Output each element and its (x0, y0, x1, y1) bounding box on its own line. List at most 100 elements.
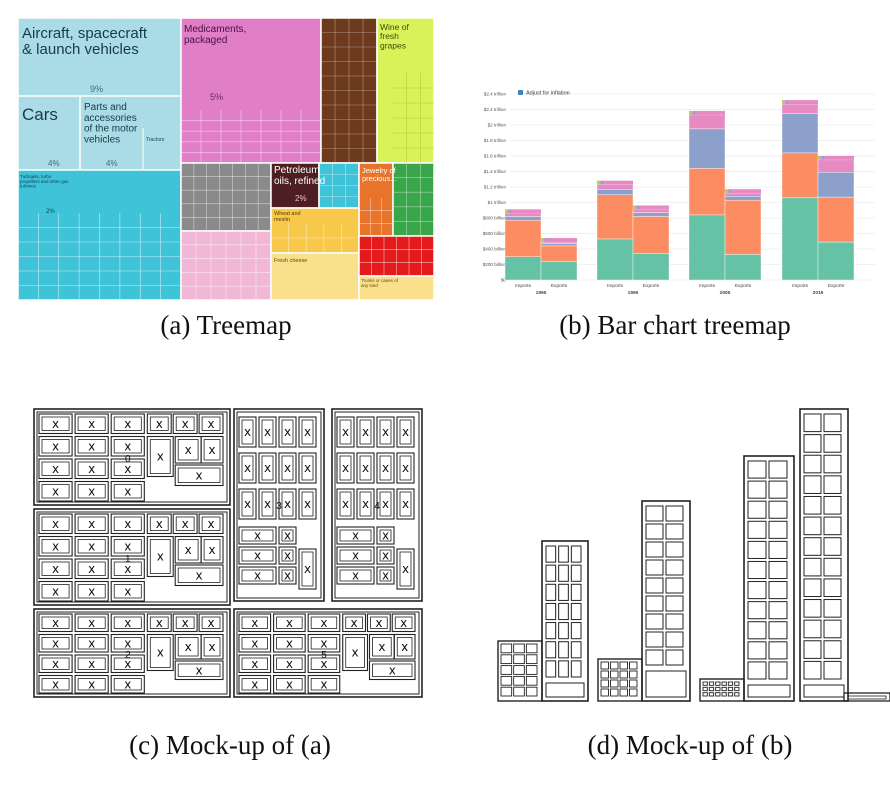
mockup-cell (74, 613, 109, 633)
bar-segment[interactable] (504, 216, 542, 221)
mockup-cell (110, 613, 145, 633)
mockup-cell-mark: x (254, 549, 261, 563)
bar-cap-segment (729, 189, 732, 194)
treemap-image: Aircraft, spacecraft & launch vehicles 9% C… (18, 18, 434, 300)
bar-segment[interactable] (540, 243, 578, 247)
bar-segment[interactable] (632, 209, 670, 213)
mockup-bar-cell (619, 679, 628, 688)
treemap-region-wheat (270, 207, 360, 254)
bar-segment[interactable] (781, 103, 819, 114)
x-tick-label: Imports (792, 283, 809, 289)
bar-cap-segment (786, 100, 789, 105)
bar-segment[interactable] (596, 189, 634, 195)
bar-segment[interactable] (596, 194, 634, 240)
caption-d: (d) Mock-up of (b) (587, 730, 793, 760)
mockup-bar-cell (747, 641, 767, 660)
mockup-cell-mark: x (362, 461, 369, 475)
bar-segment[interactable] (504, 213, 542, 217)
bar-segment[interactable] (632, 253, 670, 281)
mockup-bar-cell (803, 454, 822, 474)
bar-segment[interactable] (632, 212, 670, 217)
mockup-cell-inner (276, 678, 303, 691)
mockup-cell (146, 513, 172, 535)
mockup-bar-cell (747, 621, 767, 640)
bar-segment[interactable] (688, 168, 726, 216)
mockup-cell-mark: x (88, 417, 95, 431)
x-tick-label: Exports (735, 283, 752, 289)
mockup-bar-cell (629, 661, 638, 670)
mockup-cell (110, 535, 145, 557)
mockup-cell-inner (203, 439, 221, 461)
mockup-cell-inner (310, 657, 338, 670)
mockup-cell (391, 613, 416, 633)
mockup-cell-inner (281, 491, 294, 517)
mockup-bar-cell (645, 613, 664, 630)
bar-segment[interactable] (688, 128, 726, 169)
mockup-cell-mark: x (284, 497, 291, 511)
mockup-cell (174, 464, 224, 487)
mockup-bar-cell (600, 688, 609, 697)
treemap-region-grey (180, 162, 272, 232)
mockup-bar-cell (823, 495, 842, 515)
mockup-cell-mark: x (286, 616, 293, 630)
mockup-bar-cell (803, 578, 822, 598)
mockup-cell-inner (77, 616, 106, 629)
mockup-cell-mark: x (320, 636, 327, 650)
bar-segment[interactable] (540, 245, 578, 262)
mockup-block (233, 408, 325, 602)
mockup-bar-cell (545, 583, 557, 601)
label-jewelry: Jewelry of precious... (362, 166, 397, 183)
mockup-cell-inner (77, 439, 106, 454)
inflation-checkbox[interactable] (518, 90, 523, 95)
bar-segment[interactable] (724, 192, 762, 197)
mockup-cell-inner (201, 416, 221, 431)
bar-segment[interactable] (781, 152, 819, 199)
mockup-cell (38, 480, 73, 502)
x-group-label: 1995 (628, 290, 639, 296)
mockup-cell-inner (261, 455, 274, 481)
mockup-cell (336, 546, 375, 565)
bar-segment[interactable] (781, 197, 819, 281)
bar-segment[interactable] (540, 241, 578, 244)
bar-segment[interactable] (817, 196, 855, 243)
mockup-bar-cell (847, 695, 887, 700)
bar-segment[interactable] (504, 256, 542, 281)
mockup-cell-mark: x (156, 616, 163, 630)
mockup-bar-cell (715, 686, 721, 692)
bar-segment[interactable] (632, 216, 670, 254)
mockup-cell-mark: x (124, 417, 131, 431)
label-medicaments: Medicaments, packaged (184, 24, 246, 46)
mockup-cell (238, 452, 257, 484)
bar-segment[interactable] (724, 196, 762, 201)
bar-segment[interactable] (724, 254, 762, 281)
mockup-bar-cell (768, 641, 788, 660)
bar-segment[interactable] (540, 261, 578, 281)
mockup-cell-inner (41, 516, 70, 531)
mockup-cell-mark: x (157, 450, 164, 464)
mockup-cell-mark: x (382, 569, 389, 583)
bar-cap-segment (727, 189, 730, 194)
mockup-bar-cell (513, 686, 525, 697)
mockup-cell (74, 535, 109, 557)
bar-segment[interactable] (596, 238, 634, 281)
mockup-cell (110, 480, 145, 502)
bar-segment[interactable] (596, 184, 634, 190)
mockup-bar-cell (803, 495, 822, 515)
bar-segment[interactable] (817, 241, 855, 281)
treemap-region-food (320, 18, 378, 164)
mockup-bar-cell (768, 560, 788, 580)
bar-segment[interactable] (688, 114, 726, 130)
mockup-cell-mark: x (402, 497, 409, 511)
bar-segment[interactable] (817, 172, 855, 198)
mockup-cell-inner (310, 637, 338, 650)
bar-segment[interactable] (781, 113, 819, 154)
mockup-bar-cell (665, 613, 684, 630)
bar-segment[interactable] (817, 159, 855, 173)
bar-segment[interactable] (504, 220, 542, 257)
mockup-bar-cell (768, 621, 788, 640)
mockup-bar-cell (500, 643, 513, 654)
bar-segment[interactable] (688, 214, 726, 281)
bar-segment[interactable] (724, 199, 762, 255)
mockup-bar-cell (747, 520, 767, 539)
mockup-cell (74, 458, 109, 480)
